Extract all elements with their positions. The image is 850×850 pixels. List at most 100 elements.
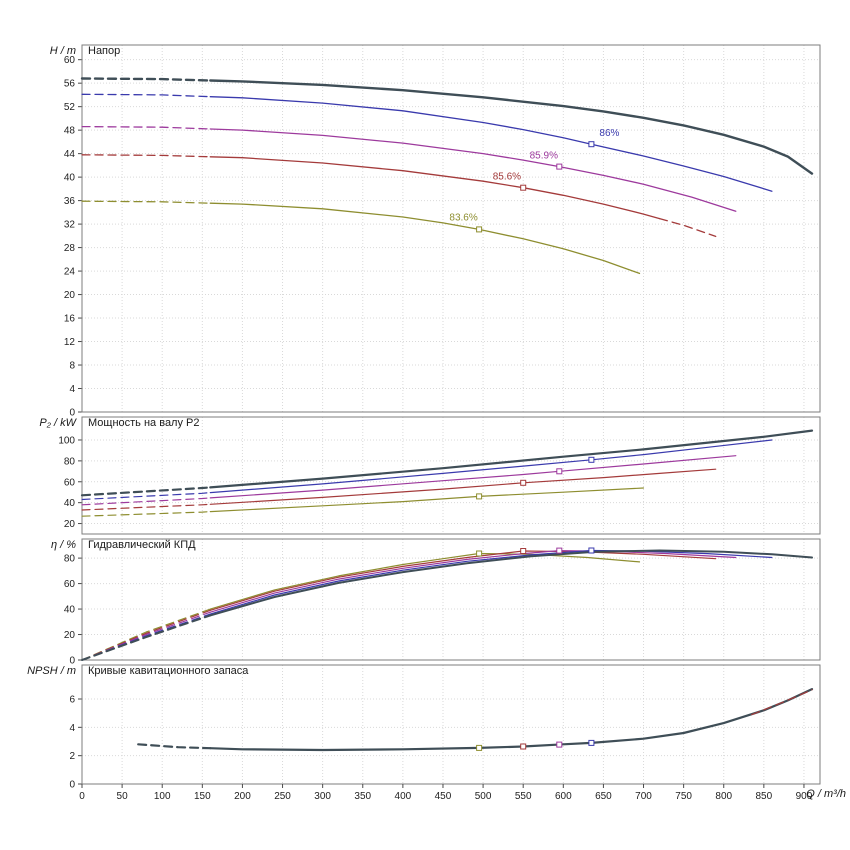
x-tick-label: 600	[555, 791, 572, 802]
curve-npsh-tail-dashed	[751, 689, 813, 716]
bep-marker	[520, 184, 527, 191]
curve-head-trim-max	[80, 77, 212, 82]
y-tick-label: 60	[64, 55, 76, 66]
x-tick-label: 850	[756, 791, 773, 802]
curve-power-trim-86	[81, 492, 211, 501]
bep-marker	[588, 141, 595, 148]
y-tick-label: 56	[64, 79, 76, 90]
bep-marker	[520, 548, 527, 554]
y-tick-label: 28	[64, 243, 76, 254]
curve-head-trim-max	[209, 79, 814, 175]
curve-head-trim-85-6	[81, 154, 211, 158]
x-tick-label: 750	[675, 791, 692, 802]
bep-marker	[556, 163, 563, 170]
y-tick-label: 4	[69, 384, 75, 395]
bep-marker	[588, 739, 595, 746]
panel-title-head: Напор	[88, 45, 121, 57]
bep-marker	[556, 468, 563, 475]
curve-power-trim-max	[209, 429, 814, 489]
y-tick-label: 20	[64, 290, 76, 301]
curve-head-trim-86	[81, 93, 211, 98]
bep-marker	[588, 547, 595, 554]
curve-npsh-main	[137, 743, 212, 750]
x-tick-label: 450	[435, 791, 452, 802]
bep-marker	[520, 743, 527, 750]
y-tick-label: 24	[64, 267, 76, 278]
curve-power-trim-max	[80, 486, 212, 497]
curve-power-trim-85-6	[81, 503, 211, 511]
curve-power-trim-85-9	[209, 455, 737, 499]
y-axis-label-npsh: NPSH / m	[27, 665, 76, 677]
curve-eff-trim-85-9	[209, 549, 737, 613]
x-tick-label: 0	[79, 791, 85, 802]
y-axis-label-efficiency: η / %	[50, 539, 76, 551]
curve-eff-trim-85-6	[81, 609, 211, 661]
curve-power-trim-85-9	[81, 497, 211, 506]
panel-title-efficiency: Гидравлический КПД	[88, 539, 196, 551]
y-tick-label: 48	[64, 126, 76, 137]
y-tick-label: 44	[64, 149, 76, 160]
efficiency-label: 86%	[599, 128, 619, 139]
bep-marker	[476, 550, 483, 557]
curve-head-trim-85-6	[209, 156, 661, 220]
x-axis-label: Q / m³/h	[806, 788, 846, 800]
y-tick-label: 6	[69, 695, 75, 706]
y-tick-label: 32	[64, 220, 76, 231]
curve-power-trim-83-6	[209, 487, 645, 513]
curve-eff-trim-83-6	[81, 608, 211, 661]
curve-eff-trim-83-6	[209, 552, 641, 610]
efficiency-label: 85.6%	[493, 171, 521, 182]
x-tick-label: 500	[475, 791, 492, 802]
bep-marker	[556, 741, 563, 748]
y-tick-label: 0	[69, 780, 75, 791]
curve-head-trim-83-6	[81, 200, 211, 204]
curve-eff-trim-85-9	[81, 611, 211, 661]
x-tick-label: 650	[595, 791, 612, 802]
y-tick-label: 52	[64, 102, 76, 113]
efficiency-label: 85.9%	[530, 150, 558, 161]
y-tick-label: 40	[64, 605, 76, 616]
y-tick-label: 100	[58, 435, 75, 446]
y-tick-label: 0	[69, 656, 75, 667]
panel-title-power: Мощность на валу P2	[88, 417, 200, 429]
bep-marker	[556, 547, 563, 554]
panel-title-npsh: Кривые кавитационного запаса	[88, 665, 249, 677]
x-tick-label: 800	[715, 791, 732, 802]
x-tick-label: 300	[314, 791, 331, 802]
bep-marker	[588, 456, 595, 463]
curve-eff-trim-max	[81, 614, 212, 661]
curve-eff-trim-86	[209, 549, 773, 615]
y-tick-label: 60	[64, 477, 76, 488]
curve-power-trim-86	[209, 439, 773, 494]
y-tick-label: 2	[69, 751, 75, 762]
x-tick-label: 150	[194, 791, 211, 802]
y-tick-label: 4	[69, 723, 75, 734]
x-tick-label: 350	[354, 791, 371, 802]
x-tick-label: 550	[515, 791, 532, 802]
curve-head-trim-85-9	[81, 125, 211, 130]
x-tick-label: 100	[154, 791, 171, 802]
y-axis-label-head: H / m	[49, 45, 76, 57]
y-axis-label-power: P₂ / kW	[39, 417, 76, 429]
bep-marker	[476, 744, 483, 751]
y-tick-label: 40	[64, 498, 76, 509]
x-tick-label: 700	[635, 791, 652, 802]
efficiency-label: 83.6%	[449, 213, 477, 224]
y-tick-label: 40	[64, 173, 76, 184]
y-tick-label: 12	[64, 337, 76, 348]
y-tick-label: 36	[64, 196, 76, 207]
y-tick-label: 60	[64, 579, 76, 590]
bep-marker	[520, 479, 527, 486]
curve-head-trim-86	[209, 96, 773, 192]
curve-head-trim-85-9	[209, 128, 737, 212]
y-tick-label: 80	[64, 554, 76, 565]
x-tick-label: 50	[117, 791, 129, 802]
y-tick-label: 80	[64, 456, 76, 467]
curve-eff-trim-86	[81, 613, 211, 661]
y-tick-label: 16	[64, 314, 76, 325]
y-tick-label: 20	[64, 630, 76, 641]
curve-head-trim-83-6	[209, 202, 641, 275]
y-tick-label: 20	[64, 519, 76, 530]
